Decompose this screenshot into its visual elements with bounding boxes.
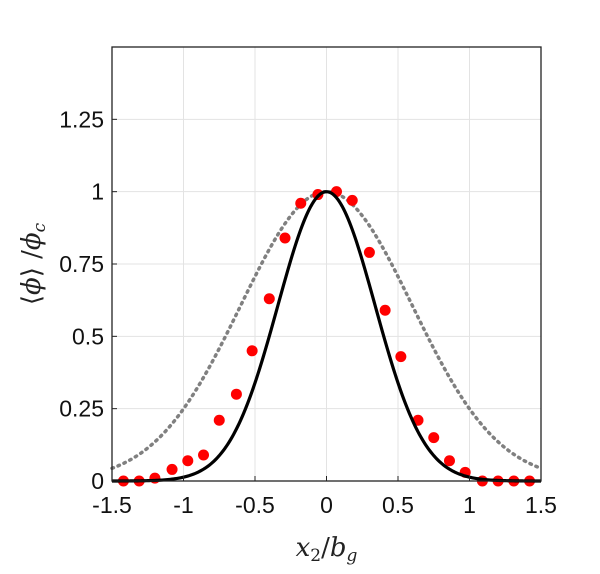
axis-ticks: -1.5 -1 -0.5 0 0.5 1 1.5 0 0.25 0.5 0.75 1 1.25 [59, 106, 557, 518]
x-tick-label: -0.5 [235, 492, 275, 518]
y-tick-label: 0 [91, 468, 104, 494]
data-point-marker [363, 246, 375, 258]
data-point-marker [182, 455, 194, 467]
data-point-marker [295, 197, 307, 209]
y-tick-label: 1.25 [59, 106, 104, 132]
data-point-marker [428, 432, 440, 444]
y-axis-label: ⟨ϕ⟩ /ϕc [17, 222, 50, 305]
data-point-marker [246, 345, 258, 357]
data-point-marker [213, 414, 225, 426]
x-tick-label: 1 [463, 492, 476, 518]
data-point-marker [263, 293, 275, 305]
x-tick-label: -1.5 [92, 492, 132, 518]
y-tick-label: 0.5 [72, 323, 104, 349]
data-point-marker [379, 304, 391, 316]
data-point-marker [395, 351, 407, 363]
data-point-marker [443, 455, 455, 467]
data-point-marker [279, 232, 291, 244]
y-tick-label: 1 [91, 179, 104, 205]
data-point-marker [346, 194, 358, 206]
x-tick-label: 1.5 [525, 492, 557, 518]
data-point-marker [230, 388, 242, 400]
x-tick-label: 0 [320, 492, 333, 518]
y-tick-label: 0.75 [59, 251, 104, 277]
data-point-marker [198, 449, 210, 461]
data-point-marker [166, 463, 178, 475]
x-axis-label: x2/bg [296, 533, 358, 566]
y-tick-label: 0.25 [59, 396, 104, 422]
x-tick-label: 0.5 [382, 492, 414, 518]
x-tick-label: -1 [173, 492, 193, 518]
